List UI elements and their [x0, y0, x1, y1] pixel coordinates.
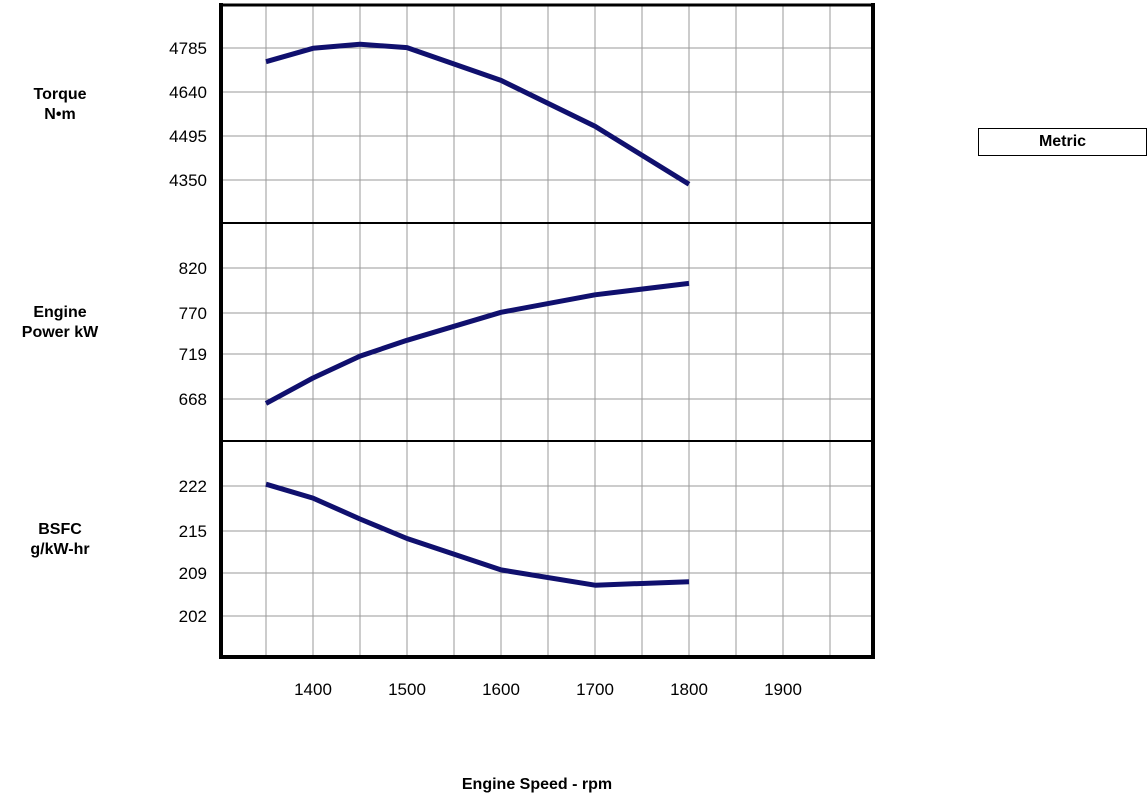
y-tick-label: 209: [179, 564, 207, 583]
x-tick-label: 1400: [294, 680, 332, 699]
y-tick-label: 719: [179, 345, 207, 364]
y-tick-label: 4640: [169, 83, 207, 102]
y-tick-label: 770: [179, 304, 207, 323]
metric-badge: Metric: [978, 128, 1147, 156]
y-axis-label: BSFC: [38, 521, 82, 538]
x-tick-label: 1600: [482, 680, 520, 699]
x-tick-label: 1500: [388, 680, 426, 699]
y-axis-label: g/kW-hr: [30, 541, 89, 558]
y-tick-label: 4350: [169, 171, 207, 190]
series-line: [265, 41, 691, 187]
y-tick-label: 202: [179, 607, 207, 626]
y-axis-label: Power kW: [22, 324, 99, 341]
y-tick-label: 820: [179, 259, 207, 278]
y-axis-label: Torque: [33, 86, 86, 103]
x-tick-label: 1700: [576, 680, 614, 699]
y-tick-label: 668: [179, 390, 207, 409]
x-tick-label: 1800: [670, 680, 708, 699]
y-tick-label: 222: [179, 477, 207, 496]
y-tick-label: 4785: [169, 39, 207, 58]
y-tick-label: 4495: [169, 127, 207, 146]
y-axis-label: Engine: [33, 304, 86, 321]
x-tick-label: 1900: [764, 680, 802, 699]
y-axis-label: N•m: [44, 106, 75, 123]
series-line: [265, 481, 690, 588]
x-axis-label: Engine Speed - rpm: [462, 776, 612, 793]
series-line: [264, 280, 690, 406]
y-tick-label: 215: [179, 522, 207, 541]
